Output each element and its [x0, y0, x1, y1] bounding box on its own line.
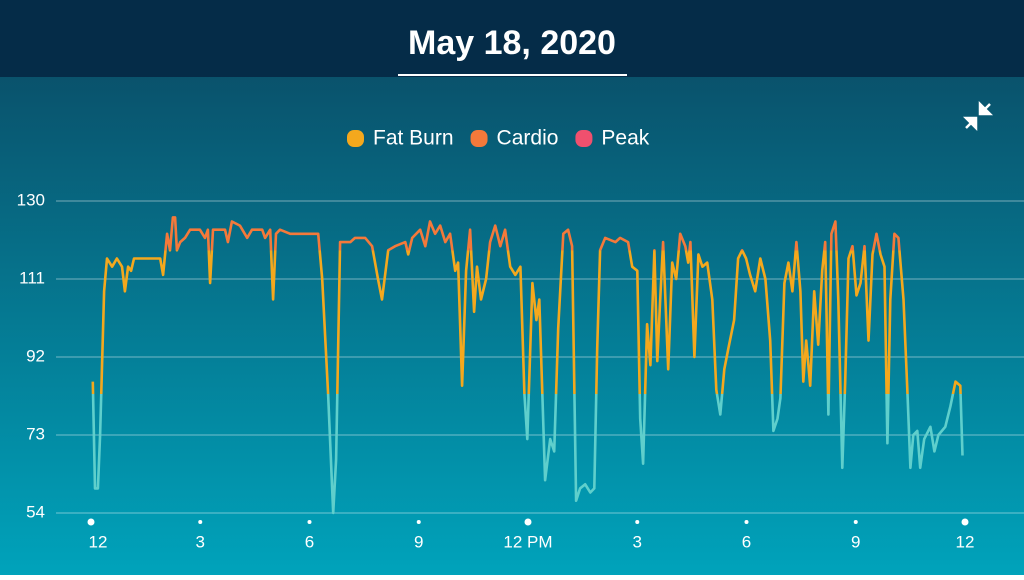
x-tick-label: 12 PM — [503, 532, 552, 551]
y-tick-label: 73 — [26, 424, 45, 443]
x-tick-label: 3 — [196, 532, 205, 551]
x-tick-mark — [744, 520, 749, 524]
chart-title[interactable]: May 18, 2020 — [408, 24, 616, 62]
y-tick-label: 92 — [26, 346, 45, 365]
x-tick-label: 12 — [89, 532, 108, 551]
legend-swatch — [347, 130, 364, 147]
x-tick-label: 6 — [742, 532, 751, 551]
x-tick-mark — [198, 520, 203, 524]
heart-rate-line — [91, 216, 964, 515]
legend-label: Cardio — [497, 127, 559, 150]
x-tick-mark — [961, 518, 969, 526]
legend-swatch — [470, 130, 488, 147]
x-tick-label: 6 — [305, 532, 314, 551]
x-tick-mark — [87, 518, 95, 526]
legend-label: Fat Burn — [373, 127, 454, 150]
x-tick-label: 9 — [851, 532, 860, 551]
x-tick-mark — [853, 520, 858, 524]
x-tick-label: 3 — [633, 532, 642, 551]
y-tick-label: 111 — [19, 268, 45, 287]
collapse-icon[interactable] — [962, 100, 994, 132]
legend: Fat Burn Cardio Peak — [347, 127, 650, 150]
y-tick-label: 54 — [26, 502, 45, 521]
legend-swatch — [575, 130, 593, 147]
x-tick-mark — [416, 520, 421, 524]
y-tick-label: 130 — [17, 190, 45, 209]
x-tick-mark — [524, 518, 532, 526]
x-tick-mark — [307, 520, 312, 524]
legend-label: Peak — [601, 127, 649, 150]
header — [0, 0, 1024, 77]
x-tick-label: 12 — [956, 532, 975, 551]
x-tick-mark — [635, 520, 640, 524]
x-tick-label: 9 — [414, 532, 423, 551]
